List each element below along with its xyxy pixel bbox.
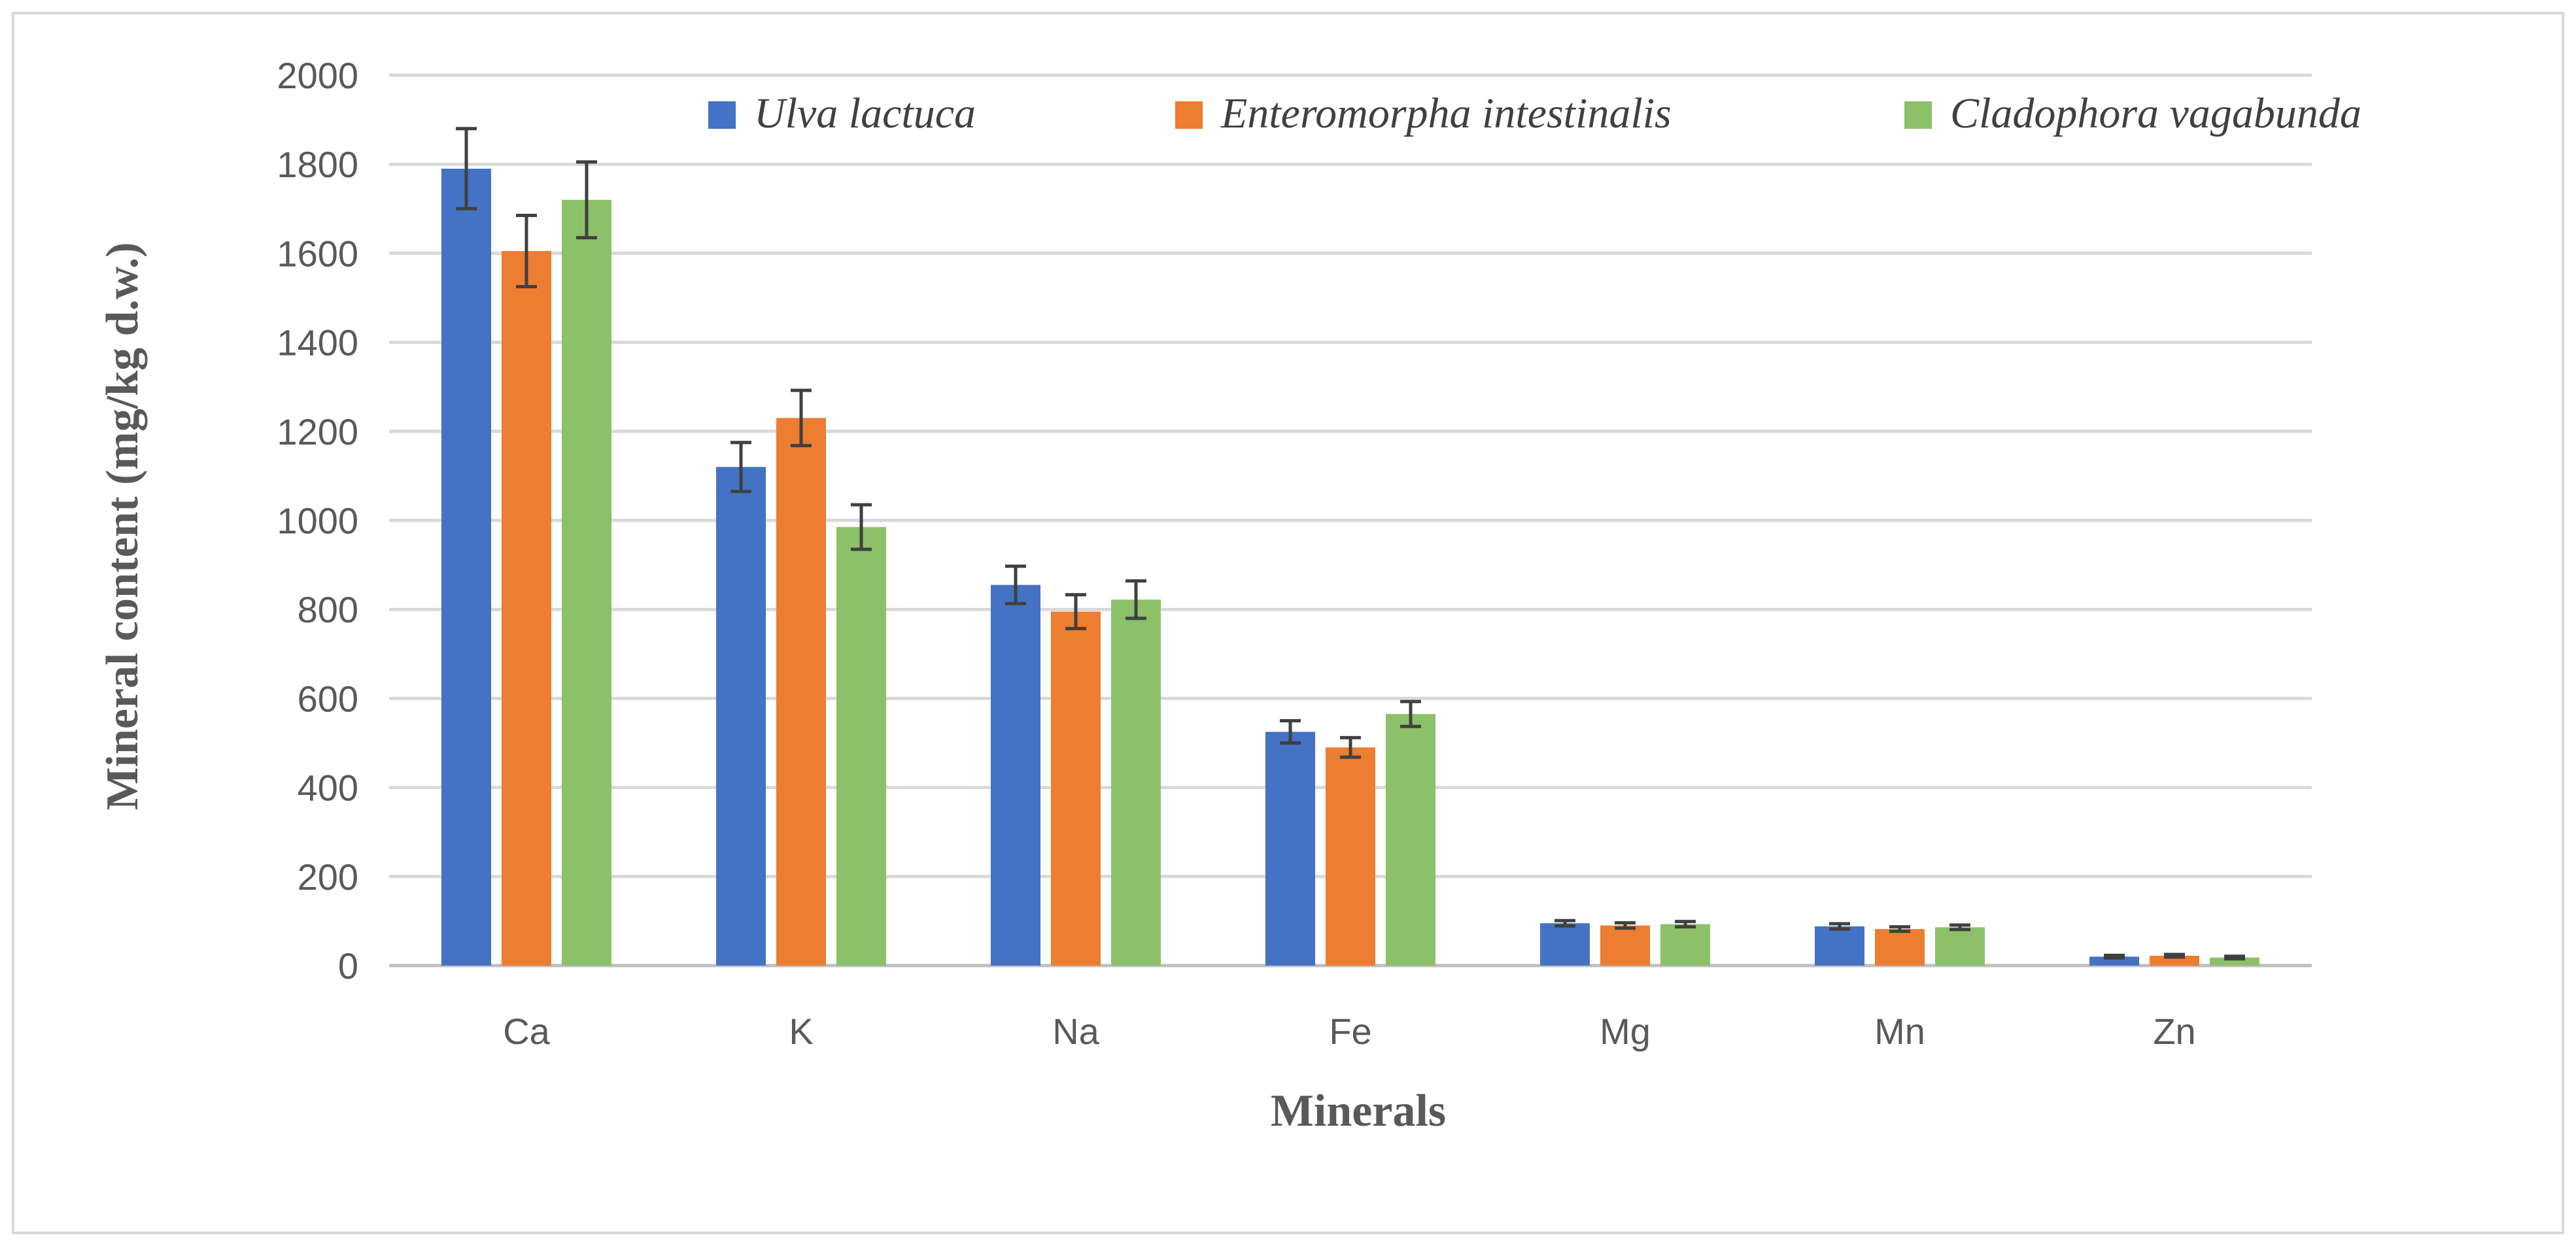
bar-na-series-1 [991,584,1040,966]
bar-zn-series-3 [2210,957,2259,966]
legend: Ulva lactuca Enteromorpha intestinalis Cla… [708,90,2361,137]
x-tick-label: Fe [1329,1011,1371,1052]
error-bar [576,160,597,240]
error-bar [1340,735,1361,759]
bar-mg-series-3 [1660,924,1710,966]
x-tick-label: K [789,1011,813,1052]
error-bar [1829,922,1850,931]
y-tick-label: 800 [298,589,358,630]
bar-mg-series-1 [1540,923,1590,966]
bar-fe-series-2 [1326,747,1375,966]
x-tick-label: Mn [1874,1011,1925,1052]
y-axis-ticks: 0 200 400 600 800 1000 1200 1400 1600 1800 2000 [277,55,358,986]
x-axis-title: Minerals [1271,1086,1446,1136]
error-bar [1005,564,1026,605]
y-tick-label: 1200 [277,411,358,452]
y-tick-label: 1400 [277,322,358,363]
error-bar [2224,954,2245,961]
error-bar [791,388,812,448]
bar-ca-series-1 [441,169,491,966]
chart-frame [12,12,2564,1234]
error-bar [851,503,872,551]
bar-k-series-2 [776,418,826,966]
error-bar [1675,920,1696,929]
error-bar [2104,953,2125,960]
x-axis-categories: Ca K Na Fe Mg Mn Zn [503,1011,2195,1052]
bar-zn-series-1 [2089,956,2139,966]
bar-mn-series-1 [1815,926,1864,966]
error-bar [1065,593,1086,630]
bar-zn-series-2 [2150,956,2199,966]
legend-swatch [1175,101,1203,129]
y-axis-title: Mineral content (mg/kg d.w.) [97,242,148,810]
y-tick-label: 400 [298,767,358,809]
bar-mn-series-3 [1935,927,1985,966]
bar-k-series-1 [716,467,766,966]
error-bar [1889,925,1910,934]
bar-mn-series-2 [1875,929,1925,966]
error-bars [456,127,2245,961]
bars [441,169,2259,966]
y-tick-label: 1800 [277,144,358,185]
bar-ca-series-2 [502,250,551,966]
y-tick-label: 2000 [277,55,358,96]
legend-label: Cladophora vagabunda [1950,90,2361,137]
error-bar [516,214,537,288]
error-bar [1280,718,1301,745]
legend-item: Cladophora vagabunda [1904,90,2361,137]
error-bar [2164,952,2185,959]
error-bar [730,441,751,494]
error-bar [1125,579,1146,620]
legend-label: Ulva lactuca [754,90,976,137]
bar-na-series-3 [1111,599,1161,966]
legend-swatch [708,101,736,129]
error-bar [1400,699,1421,728]
y-tick-label: 600 [298,678,358,719]
bar-mg-series-2 [1600,925,1650,966]
error-bar [456,127,477,210]
bar-fe-series-1 [1265,732,1315,966]
legend-item: Ulva lactuca [708,90,976,137]
bar-fe-series-3 [1386,714,1435,966]
legend-item: Enteromorpha intestinalis [1175,90,1672,137]
x-tick-label: Ca [503,1011,550,1052]
error-bar [1554,918,1575,928]
bar-k-series-3 [836,527,886,966]
error-bar [1615,921,1636,930]
legend-label: Enteromorpha intestinalis [1220,90,1672,137]
bar-na-series-2 [1051,611,1101,966]
y-tick-label: 1000 [277,500,358,541]
x-tick-label: Mg [1600,1011,1651,1052]
y-tick-label: 0 [338,945,358,986]
x-tick-label: Na [1052,1011,1099,1052]
x-tick-label: Zn [2153,1011,2195,1052]
bar-ca-series-3 [562,199,611,966]
y-tick-label: 1600 [277,233,358,274]
error-bar [1949,923,1970,932]
y-tick-label: 200 [298,856,358,898]
gridlines [389,73,2312,968]
legend-swatch [1904,101,1932,129]
